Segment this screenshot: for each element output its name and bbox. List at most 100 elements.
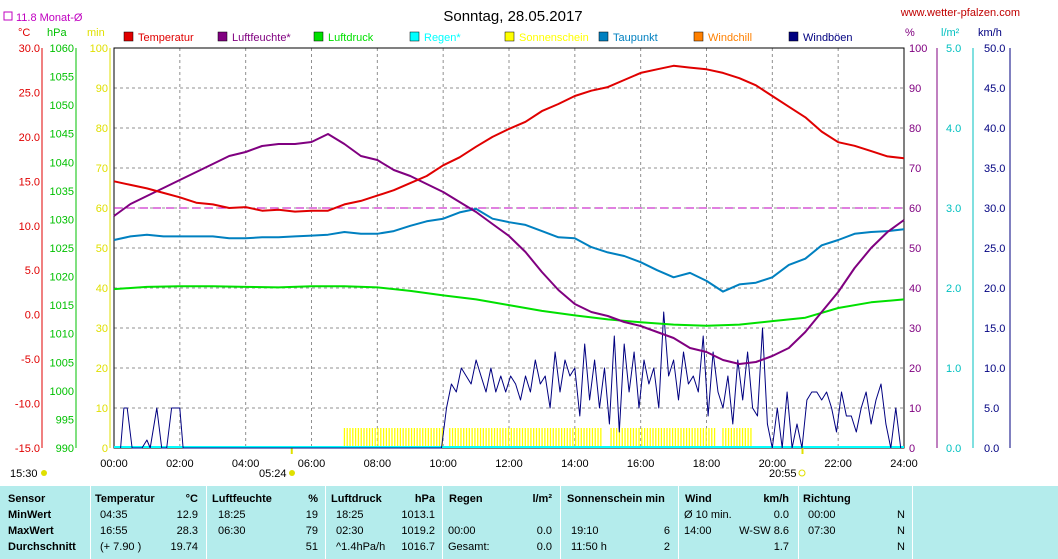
summary-cell-hum-v: 79 [305, 525, 318, 537]
summary-cell-dir-v: N [897, 509, 905, 521]
y-tick-label-wind: 10.0 [984, 363, 1005, 375]
x-tick-label: 08:00 [364, 458, 392, 470]
press-unit-label: hPa [47, 27, 67, 39]
x-tick-label: 14:00 [561, 458, 589, 470]
y-tick-label-wind: 35.0 [984, 163, 1005, 175]
hdr-temp: Temperatur [95, 493, 155, 505]
summary-cell-temp-v: 28.3 [176, 525, 198, 537]
summary-cell-wind-t: Ø 10 min. [684, 509, 732, 521]
y-tick-label-press: 1045 [50, 129, 74, 141]
y-tick-label-press: 1020 [50, 272, 74, 284]
sunrise-label: 05:24 [259, 468, 287, 480]
grid [113, 47, 905, 449]
y-tick-label-min: 40 [96, 283, 108, 295]
legend-swatch [788, 31, 799, 42]
summary-cell-rain-v: 0.0 [536, 541, 552, 553]
legend-swatch [217, 31, 228, 42]
y-tick-label-hum: 40 [909, 283, 921, 295]
summary-cell-press-t: ^1.4hPa/h [336, 541, 386, 553]
summary-cell-press-t: 18:25 [336, 509, 364, 521]
y-tick-label-min: 50 [96, 243, 108, 255]
x-tick-label: 12:00 [495, 458, 523, 470]
summary-cell-temp-t: (+ 7.90 ) [100, 541, 142, 553]
x-tick-label: 06:00 [298, 458, 326, 470]
y-tick-label-press: 1035 [50, 186, 74, 198]
hdr-temp-unit: °C [185, 493, 198, 505]
summary-cell-hum-t: 18:25 [218, 509, 246, 521]
x-tick-label: 10:00 [429, 458, 457, 470]
table-separator [90, 486, 91, 559]
y-tick-label-hum: 70 [909, 163, 921, 175]
wind-unit-label: km/h [978, 27, 1002, 39]
summary-cell-temp-t: 04:35 [100, 509, 128, 521]
y-tick-label-min: 90 [96, 83, 108, 95]
legend-swatch [598, 31, 609, 42]
y-tick-label-temp: 10.0 [19, 221, 40, 233]
y-tick-label-hum: 60 [909, 203, 921, 215]
y-tick-label-hum: 0 [909, 443, 915, 455]
summary-cell-rain-t: 00:00 [448, 525, 476, 537]
hdr-rain-unit: l/m² [532, 493, 552, 505]
y-tick-label-temp: -5.0 [21, 354, 40, 366]
x-tick-label: 18:00 [693, 458, 721, 470]
summary-cell-hum-v: 19 [305, 509, 318, 521]
y-tick-label-press: 1060 [50, 43, 74, 55]
x-tick-label: 22:00 [824, 458, 852, 470]
table-separator [560, 486, 561, 559]
summary-cell-sun-v: 6 [663, 525, 670, 537]
temp-unit-label: °C [18, 27, 30, 39]
rain-unit-label: l/m² [941, 27, 960, 39]
hdr-hum-unit: % [308, 493, 318, 505]
sun-icon [41, 470, 47, 476]
y-tick-label-hum: 10 [909, 403, 921, 415]
hdr-dir: Richtung [803, 493, 851, 505]
summary-cell-sun-v: 2 [663, 541, 670, 553]
legend-swatch [313, 31, 324, 42]
hdr-press: Luftdruck [331, 493, 382, 505]
site-link[interactable]: www.wetter-pfalzen.com [900, 7, 1020, 19]
hdr-wind-unit: km/h [763, 493, 789, 505]
summary-cell-sun-t: 19:10 [571, 525, 599, 537]
table-separator [798, 486, 799, 559]
summary-cell-rain-t: Gesamt: [448, 541, 490, 553]
x-tick-label: 16:00 [627, 458, 655, 470]
series-line-windben [120, 311, 902, 449]
y-tick-label-press: 1040 [50, 157, 74, 169]
summary-cell-temp-t: 16:55 [100, 525, 128, 537]
table-separator [678, 486, 679, 559]
x-tick-label: 02:00 [166, 458, 194, 470]
legend: Temperatur Luftfeuchte* Luftdruck Regen* Son… [123, 31, 853, 44]
summary-cell-wind-v: 0.0 [773, 509, 789, 521]
sunset-label: 20:55 [769, 468, 797, 480]
y-tick-label-press: 1010 [50, 329, 74, 341]
y-tick-label-min: 70 [96, 163, 108, 175]
y-tick-label-min: 20 [96, 363, 108, 375]
y-tick-label-wind: 5.0 [984, 403, 999, 415]
y-tick-label-wind: 15.0 [984, 323, 1005, 335]
sunrise-icon [289, 470, 295, 476]
summary-cell-rain-v: 0.0 [536, 525, 552, 537]
y-tick-label-press: 1050 [50, 100, 74, 112]
weather-chart: Sonntag, 28.05.2017 www.wetter-pfalzen.c… [3, 7, 1020, 480]
y-tick-label-press: 990 [56, 443, 74, 455]
chart-title: Sonntag, 28.05.2017 [443, 8, 582, 25]
x-tick-label: 20:00 [759, 458, 787, 470]
y-tick-label-wind: 50.0 [984, 43, 1005, 55]
y-tick-label-temp: 0.0 [25, 310, 40, 322]
y-tick-label-temp: 5.0 [25, 265, 40, 277]
summary-cell-dir-v: N [897, 525, 905, 537]
monthly-avg-label: 11.8 Monat-Ø [16, 12, 83, 24]
y-tick-label-press: 1055 [50, 72, 74, 84]
summary-cell-label: MaxWert [8, 525, 54, 537]
summary-cell-wind-t: 14:00 [684, 525, 712, 537]
y-tick-label-hum: 90 [909, 83, 921, 95]
summary-cell-wind-v: W-SW 8.6 [739, 525, 789, 537]
summary-cell-label: Durchschnitt [8, 541, 76, 553]
summary-cell-press-v: 1013.1 [401, 509, 435, 521]
x-tick-label: 04:00 [232, 458, 260, 470]
legend-swatch [409, 31, 420, 42]
table-separator [325, 486, 326, 559]
y-tick-label-press: 1000 [50, 386, 74, 398]
table-separator [912, 486, 913, 559]
hdr-wind: Wind [685, 493, 712, 505]
